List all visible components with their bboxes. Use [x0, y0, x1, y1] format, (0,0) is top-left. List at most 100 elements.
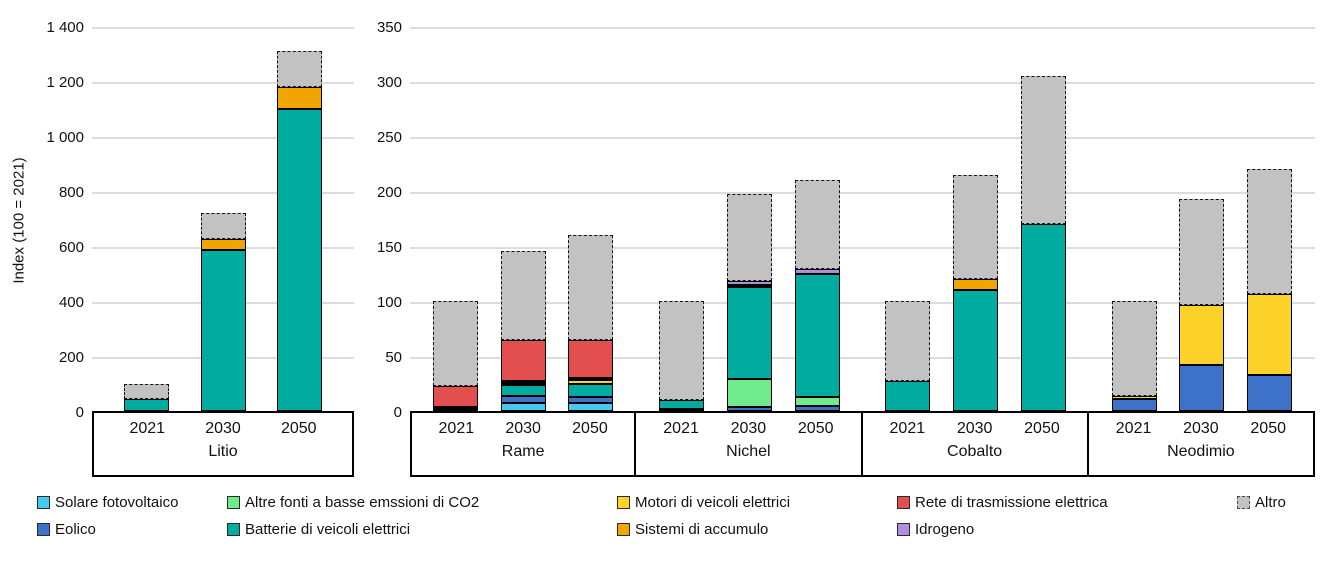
segment-batterie: [659, 400, 705, 409]
group-label: Litio: [208, 443, 238, 460]
legend-label-solare: Solare fotovoltaico: [55, 494, 179, 511]
year-labels: 2021 2030 2050: [94, 413, 352, 438]
metal-group-neodimio: 2021 2030 2050 Neodimio: [1088, 28, 1315, 477]
litio-groups: 2021 2030 2050 Litio: [92, 28, 354, 477]
y-tick-label: 800: [58, 184, 84, 201]
group-label: Neodimio: [1167, 443, 1235, 460]
legend-item-solare: Solare fotovoltaico: [37, 494, 227, 511]
segment-sistemi: [277, 86, 323, 109]
legend-spacer: [1237, 521, 1339, 538]
year-label: 2050: [572, 420, 608, 437]
segment-idrogeno: [726, 280, 772, 285]
metal-group-rame: 2021 2030 2050 Rame: [410, 28, 637, 477]
group-footer: 2021 2030 2050 Cobalto: [862, 413, 1089, 477]
y-tick-label: 0: [393, 404, 402, 421]
year-label: 2050: [280, 420, 317, 437]
segment-motori: [1247, 294, 1293, 375]
y-tick-label: 1 400: [46, 19, 84, 36]
segment-motori: [1179, 305, 1225, 365]
legend-label-sistemi: Sistemi di accumulo: [635, 521, 769, 538]
legend-item-eolico: Eolico: [37, 521, 227, 538]
legend-label-altro: Altro: [1255, 494, 1286, 511]
legend-item-altre_fonti: Altre fonti a basse emssioni di CO2: [227, 494, 617, 511]
year-label: 2030: [505, 420, 541, 437]
legend-swatch-eolico: [37, 523, 50, 536]
segment-solare: [500, 402, 546, 411]
year-label: 2030: [1183, 420, 1219, 437]
y-tick-label: 350: [376, 19, 402, 36]
segment-eolico: [1247, 374, 1293, 411]
year-labels: 2021 2030 2050: [1089, 413, 1313, 438]
legend-label-motori: Motori di veicoli elettrici: [635, 494, 791, 511]
gridline: [410, 302, 1315, 304]
legend-swatch-solare: [37, 496, 50, 509]
segment-motori: [500, 383, 546, 386]
bar-litio-2021: [123, 383, 169, 411]
year-label: 2021: [1115, 420, 1152, 437]
group-label: Rame: [501, 443, 545, 460]
group-label: Cobalto: [947, 443, 1003, 460]
legend: Solare fotovoltaico Altre fonti a basse e…: [0, 494, 1339, 538]
legend-item-idrogeno: Idrogeno: [897, 521, 1237, 538]
year-labels: 2021 2030 2050: [412, 413, 634, 438]
year-label: 2021: [438, 420, 475, 437]
segment-solare: [432, 409, 478, 411]
legend-swatch-rete: [897, 496, 910, 509]
segment-sistemi: [726, 284, 772, 287]
segment-altro: [1111, 301, 1157, 396]
bars-area: [862, 28, 1089, 413]
segment-altro: [1247, 169, 1293, 295]
year-label: 2050: [797, 420, 834, 437]
gridline: [92, 82, 354, 84]
y-tick-label: 400: [58, 294, 84, 311]
legend-swatch-motori: [617, 496, 630, 509]
litio-panel: Index (100 = 2021) 0 200 400 600 800 1 000 1 2…: [6, 19, 354, 477]
segment-eolico: [794, 405, 840, 411]
bar-neodimio-2030: [1179, 198, 1225, 411]
segment-altro: [500, 251, 546, 341]
segment-altro: [794, 180, 840, 269]
y-tick-label: 250: [376, 129, 402, 146]
legend-item-motori: Motori di veicoli elettrici: [617, 494, 897, 511]
bar-litio-2030: [200, 213, 246, 411]
y-tick-label: 1 200: [46, 74, 84, 91]
y-tick-label: 300: [376, 74, 402, 91]
bar-rame-2021: [432, 300, 478, 411]
segment-rete: [568, 340, 614, 379]
y-tick-label: 150: [376, 239, 402, 256]
year-label: 2050: [1024, 420, 1060, 437]
legend-swatch-idrogeno: [897, 523, 910, 536]
segment-altro: [200, 213, 246, 240]
legend-item-altro: Altro: [1237, 494, 1339, 511]
y-tick-label: 0: [75, 404, 84, 421]
segment-altro: [432, 300, 478, 387]
gridlines-right: [410, 27, 1315, 413]
group-footer: 2021 2030 2050 Neodimio: [1088, 413, 1315, 477]
gridline: [410, 357, 1315, 359]
bars-area: [410, 28, 637, 413]
y-tick-label: 100: [376, 294, 402, 311]
legend-label-eolico: Eolico: [55, 521, 96, 538]
group-footer: 2021 2030 2050 Rame: [410, 413, 637, 477]
segment-idrogeno: [794, 268, 840, 274]
legend-swatch-sistemi: [617, 523, 630, 536]
bar-neodimio-2050: [1247, 169, 1293, 411]
segment-altro: [726, 194, 772, 281]
segment-batterie: [1020, 224, 1066, 411]
bar-rame-2050: [568, 234, 614, 411]
segment-altro: [1179, 198, 1225, 306]
y-axis-right: 0 50 100 150 200 250 300 350: [368, 19, 410, 421]
metals-plot-area: 2021 2030 2050 Rame 2021 2030 2050 Nichel 2021 20…: [410, 27, 1315, 477]
bar-cobalto-2050: [1020, 75, 1066, 411]
legend-label-altre_fonti: Altre fonti a basse emssioni di CO2: [245, 494, 480, 511]
bar-litio-2050: [277, 50, 323, 411]
legend-label-batterie: Batterie di veicoli elettrici: [245, 521, 411, 538]
bar-cobalto-2021: [885, 301, 931, 411]
metals-panel: 0 50 100 150 200 250 300 350 2021 2030 2050 Rame 20…: [368, 19, 1315, 477]
segment-motori: [568, 380, 614, 384]
y-tick-label: 200: [376, 184, 402, 201]
segment-altro: [885, 301, 931, 382]
bars-area: [1088, 28, 1315, 413]
segment-eolico: [1111, 398, 1157, 411]
